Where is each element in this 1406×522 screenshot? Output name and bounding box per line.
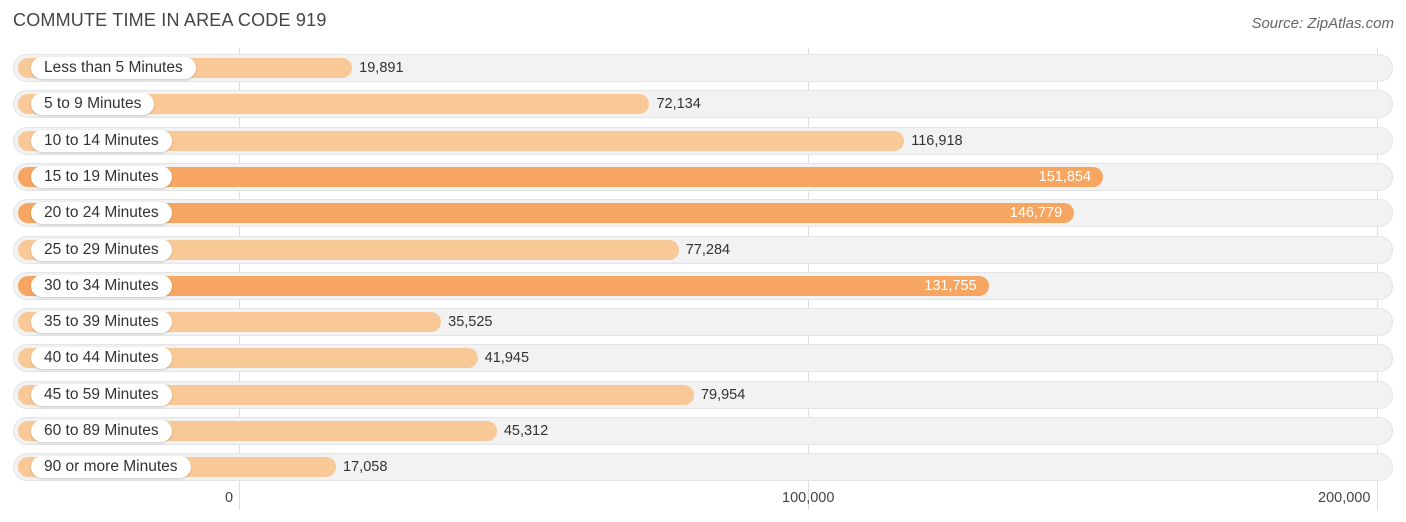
category-label: 10 to 14 Minutes (31, 129, 172, 152)
value-label: 77,284 (685, 241, 731, 258)
category-label: Less than 5 Minutes (31, 57, 196, 79)
bar (18, 384, 694, 405)
category-label: 90 or more Minutes (31, 456, 191, 479)
bar (18, 166, 1104, 187)
bar (18, 94, 650, 115)
value-label: 72,134 (656, 96, 701, 113)
category-label: 30 to 34 Minutes (31, 274, 172, 297)
x-tick-label: 0 (225, 490, 234, 506)
category-label: 40 to 44 Minutes (31, 347, 172, 370)
x-tick-label: 200,000 (1318, 490, 1371, 506)
x-tick-label: 100,000 (782, 490, 835, 506)
category-label: 20 to 24 Minutes (31, 202, 172, 225)
category-label: 15 to 19 Minutes (31, 165, 172, 188)
value-label: 131,755 (924, 277, 977, 294)
chart-title: COMMUTE TIME IN AREA CODE 919 (13, 10, 327, 30)
bar (18, 275, 989, 296)
value-label: 35,525 (448, 314, 493, 331)
value-label: 19,891 (359, 60, 404, 76)
value-label: 116,918 (911, 132, 963, 149)
category-label: 60 to 89 Minutes (31, 420, 172, 442)
source-label: Source: ZipAtlas.com (1251, 15, 1394, 32)
bar (18, 203, 1075, 224)
bar (18, 239, 679, 260)
value-label: 17,058 (343, 459, 388, 476)
bar (18, 130, 905, 151)
value-label: 146,779 (1009, 205, 1063, 222)
category-label: 35 to 39 Minutes (31, 311, 172, 334)
category-label: 45 to 59 Minutes (31, 383, 172, 406)
category-label: 25 to 29 Minutes (31, 238, 172, 261)
value-label: 151,854 (1038, 168, 1092, 185)
value-label: 45,312 (503, 423, 549, 439)
value-label: 41,945 (484, 350, 530, 367)
value-label: 79,954 (700, 386, 746, 403)
category-label: 5 to 9 Minutes (31, 93, 155, 116)
